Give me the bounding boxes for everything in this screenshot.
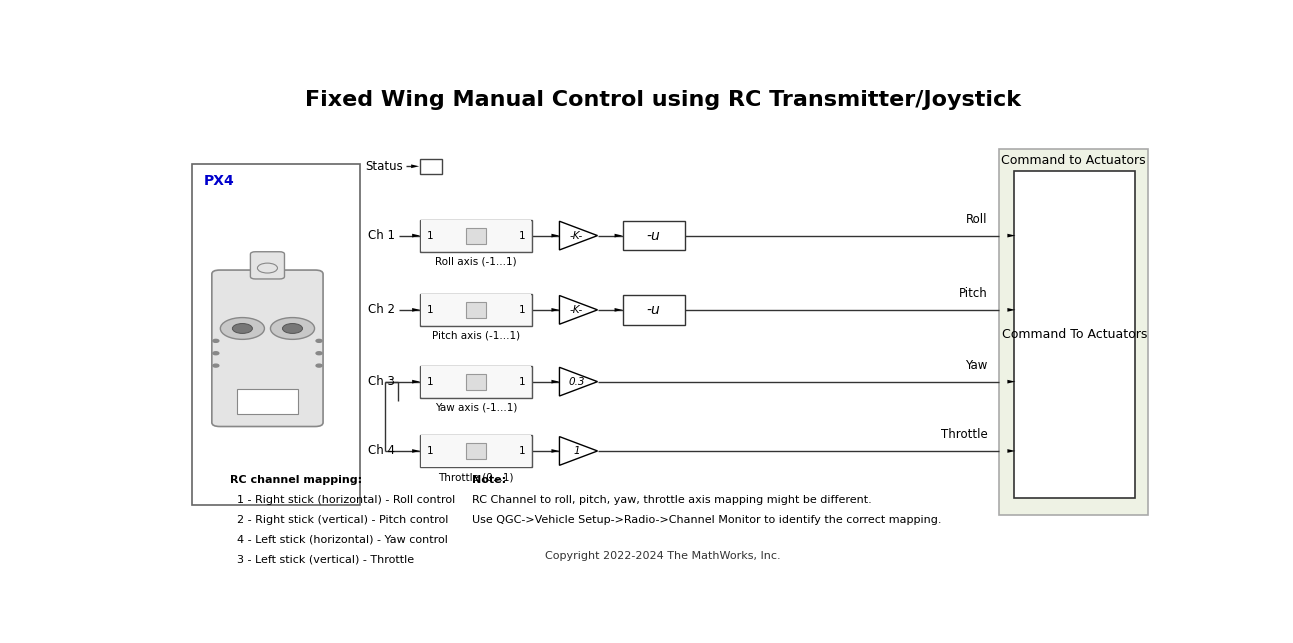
Polygon shape [560, 367, 597, 396]
Text: 1: 1 [518, 231, 525, 240]
Text: 1: 1 [518, 446, 525, 456]
FancyBboxPatch shape [420, 159, 442, 174]
Text: -K-: -K- [570, 231, 583, 240]
FancyBboxPatch shape [191, 164, 359, 505]
Text: Ch 4: Ch 4 [369, 444, 396, 457]
Text: Status: Status [365, 159, 403, 173]
Text: 4 - Left stick (horizontal) - Yaw control: 4 - Left stick (horizontal) - Yaw contro… [230, 534, 447, 545]
FancyBboxPatch shape [467, 374, 486, 390]
FancyBboxPatch shape [623, 221, 685, 250]
Circle shape [270, 318, 314, 340]
FancyBboxPatch shape [467, 228, 486, 244]
Text: Command To Actuators: Command To Actuators [1002, 328, 1147, 341]
FancyBboxPatch shape [623, 295, 685, 325]
FancyBboxPatch shape [212, 270, 323, 426]
Polygon shape [412, 308, 420, 312]
FancyBboxPatch shape [420, 219, 533, 251]
Text: Note:: Note: [472, 475, 507, 485]
Polygon shape [1007, 449, 1015, 453]
FancyBboxPatch shape [420, 294, 533, 326]
FancyBboxPatch shape [422, 366, 531, 397]
Circle shape [233, 323, 252, 334]
Circle shape [282, 323, 303, 334]
Text: 1: 1 [427, 446, 433, 456]
Polygon shape [412, 234, 420, 237]
Text: 2 - Right stick (vertical) - Pitch control: 2 - Right stick (vertical) - Pitch contr… [230, 515, 449, 525]
Polygon shape [560, 296, 597, 324]
FancyBboxPatch shape [420, 435, 533, 467]
Polygon shape [614, 308, 623, 312]
FancyBboxPatch shape [999, 149, 1148, 515]
Polygon shape [411, 165, 419, 168]
Text: RC channel mapping:: RC channel mapping: [230, 475, 362, 485]
Text: Roll: Roll [966, 213, 988, 226]
Circle shape [213, 352, 219, 355]
Text: Roll axis (-1...1): Roll axis (-1...1) [436, 257, 517, 267]
Text: 1: 1 [518, 377, 525, 386]
Text: -u: -u [646, 303, 661, 317]
Polygon shape [1007, 308, 1015, 312]
Text: 1 - Right stick (horizontal) - Roll control: 1 - Right stick (horizontal) - Roll cont… [230, 495, 455, 505]
Polygon shape [551, 449, 560, 453]
Text: RC Channel to roll, pitch, yaw, throttle axis mapping might be different.: RC Channel to roll, pitch, yaw, throttle… [472, 495, 871, 505]
Text: Yaw axis (-1...1): Yaw axis (-1...1) [434, 403, 517, 413]
FancyBboxPatch shape [238, 389, 297, 413]
Text: Pitch axis (-1...1): Pitch axis (-1...1) [432, 331, 520, 341]
Text: Yaw: Yaw [965, 359, 988, 372]
Text: PX4: PX4 [204, 174, 234, 188]
Text: 1: 1 [518, 305, 525, 315]
Text: -u: -u [646, 229, 661, 242]
Text: Throttle: Throttle [940, 428, 988, 441]
FancyBboxPatch shape [422, 294, 531, 325]
Text: Throttle (0...1): Throttle (0...1) [438, 472, 515, 482]
Circle shape [213, 340, 219, 342]
Polygon shape [551, 380, 560, 383]
Circle shape [213, 364, 219, 367]
Text: 1: 1 [427, 377, 433, 386]
Text: Copyright 2022-2024 The MathWorks, Inc.: Copyright 2022-2024 The MathWorks, Inc. [544, 552, 781, 561]
Polygon shape [412, 380, 420, 383]
Circle shape [220, 318, 265, 340]
FancyBboxPatch shape [1015, 171, 1135, 498]
Text: -K-: -K- [570, 305, 583, 315]
Text: 3 - Left stick (vertical) - Throttle: 3 - Left stick (vertical) - Throttle [230, 554, 414, 565]
Polygon shape [560, 221, 597, 250]
FancyBboxPatch shape [467, 443, 486, 459]
Polygon shape [551, 234, 560, 237]
FancyBboxPatch shape [251, 252, 284, 279]
Polygon shape [614, 234, 623, 237]
Text: 0.3: 0.3 [569, 377, 584, 386]
Text: Pitch: Pitch [958, 287, 988, 300]
Circle shape [315, 340, 322, 342]
Text: Ch 1: Ch 1 [369, 229, 396, 242]
FancyBboxPatch shape [420, 366, 533, 398]
Text: Use QGC->Vehicle Setup->Radio->Channel Monitor to identify the correct mapping.: Use QGC->Vehicle Setup->Radio->Channel M… [472, 515, 941, 525]
Circle shape [315, 352, 322, 355]
Text: 1: 1 [427, 305, 433, 315]
Polygon shape [551, 308, 560, 312]
Polygon shape [412, 449, 420, 453]
FancyBboxPatch shape [467, 302, 486, 318]
FancyBboxPatch shape [422, 435, 531, 467]
Circle shape [257, 263, 278, 273]
FancyBboxPatch shape [422, 220, 531, 251]
Text: 1: 1 [427, 231, 433, 240]
Polygon shape [1007, 380, 1015, 383]
Text: Fixed Wing Manual Control using RC Transmitter/Joystick: Fixed Wing Manual Control using RC Trans… [305, 89, 1020, 109]
Text: 1: 1 [573, 446, 579, 456]
Polygon shape [1007, 234, 1015, 237]
Text: Command to Actuators: Command to Actuators [1001, 154, 1146, 167]
Circle shape [315, 364, 322, 367]
Text: Ch 3: Ch 3 [369, 375, 394, 388]
Text: Ch 2: Ch 2 [369, 303, 396, 316]
Polygon shape [560, 437, 597, 466]
